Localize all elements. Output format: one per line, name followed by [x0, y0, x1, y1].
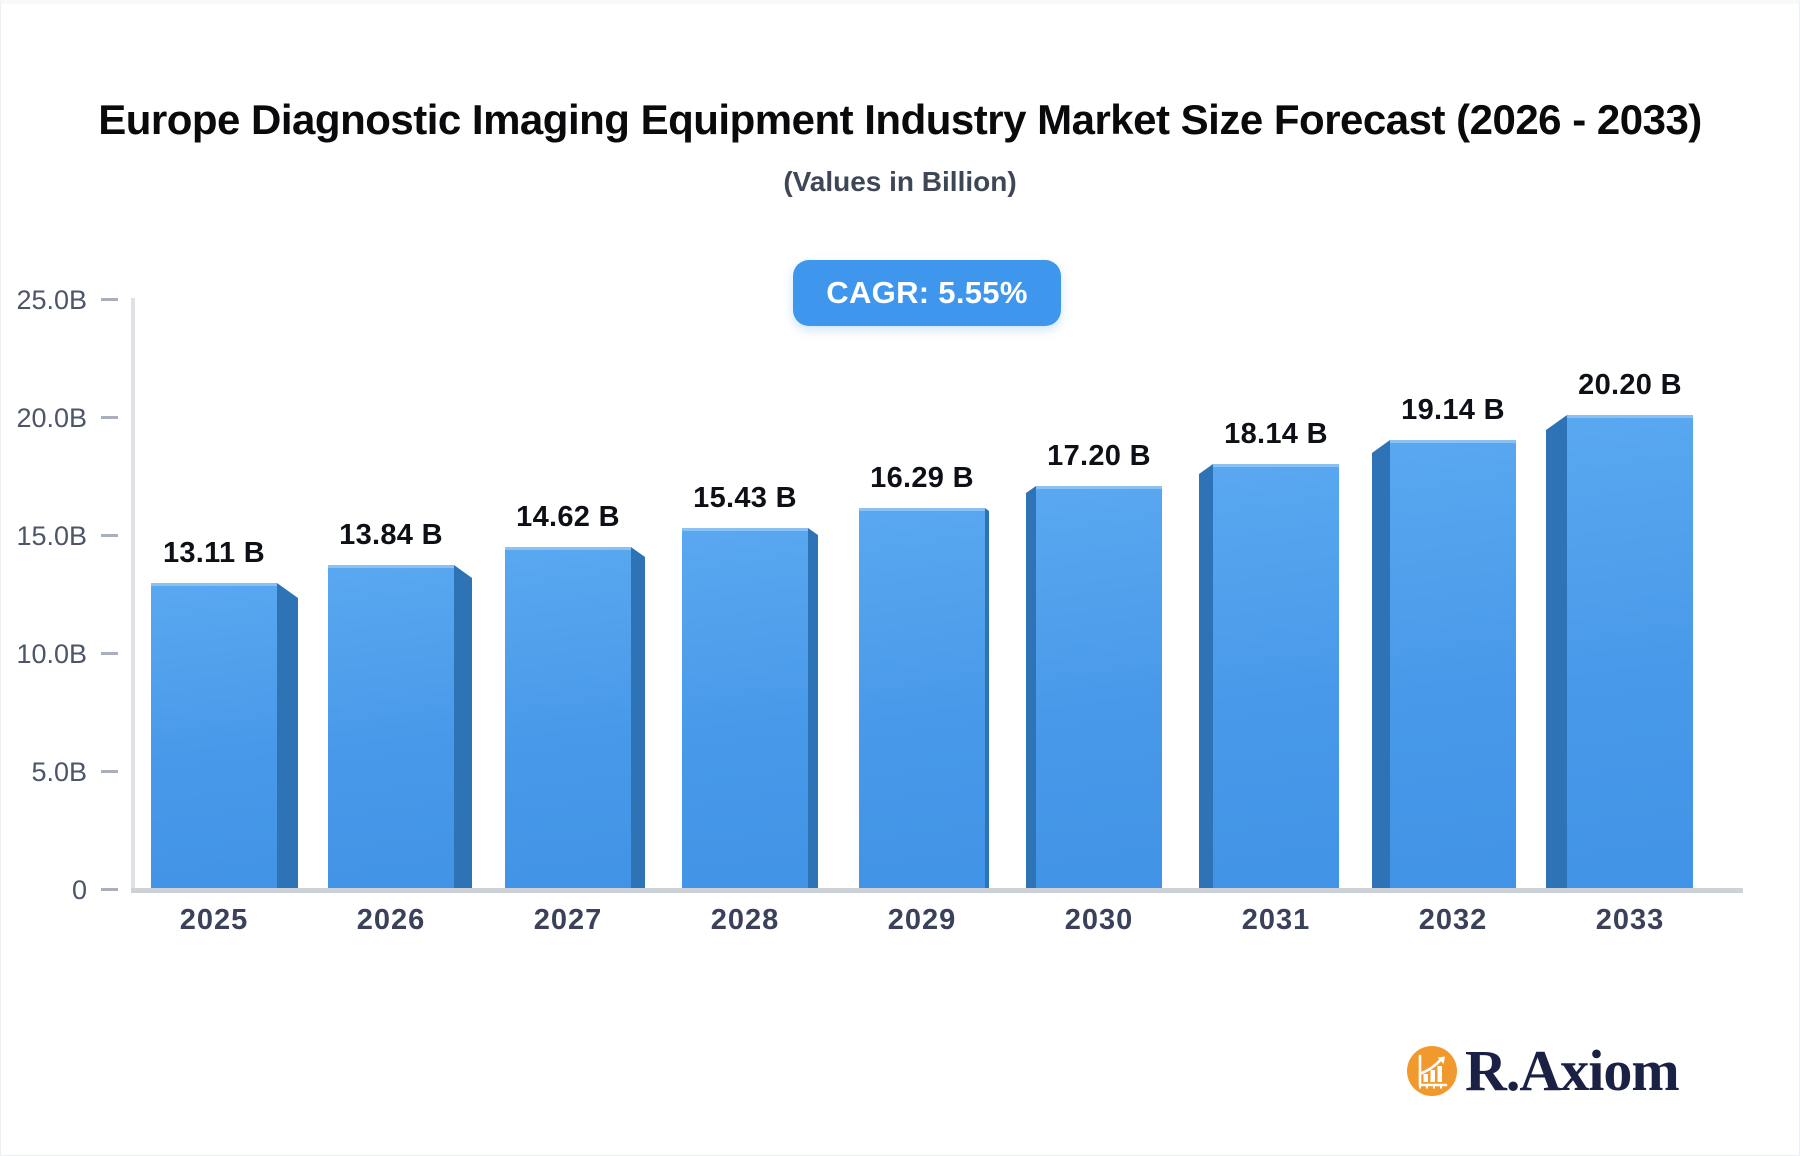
bar-side-2030 — [1026, 486, 1036, 892]
bar-value-label-2031: 18.14 B — [1224, 418, 1328, 450]
bar-side-2028 — [808, 528, 818, 892]
x-axis-label-2029: 2029 — [887, 904, 957, 936]
y-tick-label: 10.0B — [16, 639, 87, 669]
y-tick-label: 25.0B — [16, 285, 87, 315]
bar-2033 — [1567, 415, 1693, 892]
bar-value-label-2030: 17.20 B — [1047, 440, 1151, 472]
y-tick-dash — [101, 652, 118, 655]
bar-side-2026 — [454, 565, 472, 892]
bar-value-label-2027: 14.62 B — [516, 501, 620, 533]
x-axis-label-2026: 2026 — [356, 904, 426, 936]
y-tick-label: 0 — [71, 875, 87, 905]
y-tick-label: 20.0B — [16, 403, 87, 433]
bar-value-label-2029: 16.29 B — [870, 462, 974, 494]
x-axis-label-2033: 2033 — [1595, 904, 1665, 936]
x-axis-label-2028: 2028 — [710, 904, 780, 936]
y-tick-dash — [101, 770, 118, 773]
y-tick-label: 5.0B — [31, 757, 87, 787]
y-tick-dash — [101, 534, 118, 537]
x-axis-label-2030: 2030 — [1064, 904, 1134, 936]
bar-value-label-2026: 13.84 B — [339, 519, 443, 551]
bar-value-label-2025: 13.11 B — [162, 537, 266, 569]
x-axis-label-2027: 2027 — [533, 904, 603, 936]
bar-side-2029 — [985, 508, 989, 892]
bar-value-label-2033: 20.20 B — [1578, 369, 1682, 401]
bar-2026 — [328, 565, 454, 892]
bar-2031 — [1213, 464, 1339, 892]
x-axis-baseline — [131, 888, 1743, 893]
y-tick-label: 15.0B — [16, 521, 87, 551]
bar-2028 — [682, 528, 808, 892]
bar-side-2027 — [631, 547, 645, 892]
x-axis-label-2031: 2031 — [1241, 904, 1311, 936]
chart-subtitle: (Values in Billion) — [783, 166, 1017, 197]
bar-side-2031 — [1199, 464, 1213, 892]
bar-value-label-2028: 15.43 B — [693, 482, 797, 514]
brand-logo-text: R.Axiom — [1465, 1038, 1680, 1103]
bar-side-2033 — [1546, 415, 1567, 892]
cagr-badge: CAGR: 5.55% — [793, 260, 1061, 326]
y-axis-line — [131, 298, 135, 890]
x-axis-label-2032: 2032 — [1418, 904, 1488, 936]
chart-title: Europe Diagnostic Imaging Equipment Indu… — [98, 96, 1702, 143]
bar-side-2025 — [277, 583, 298, 892]
brand-logo: R.Axiom — [1407, 1038, 1680, 1103]
bar-value-label-2032: 19.14 B — [1401, 394, 1505, 426]
bar-chart-growth-icon — [1407, 1046, 1457, 1096]
bar-2030 — [1036, 486, 1162, 892]
y-tick-dash — [101, 416, 118, 419]
y-tick-dash — [101, 298, 118, 301]
bar-2025 — [151, 583, 277, 892]
bar-2027 — [505, 547, 631, 892]
bar-2029 — [859, 508, 985, 892]
x-axis-label-2025: 2025 — [179, 904, 249, 936]
bar-side-2032 — [1372, 440, 1390, 892]
bar-2032 — [1390, 440, 1516, 892]
y-tick-dash — [101, 888, 118, 891]
